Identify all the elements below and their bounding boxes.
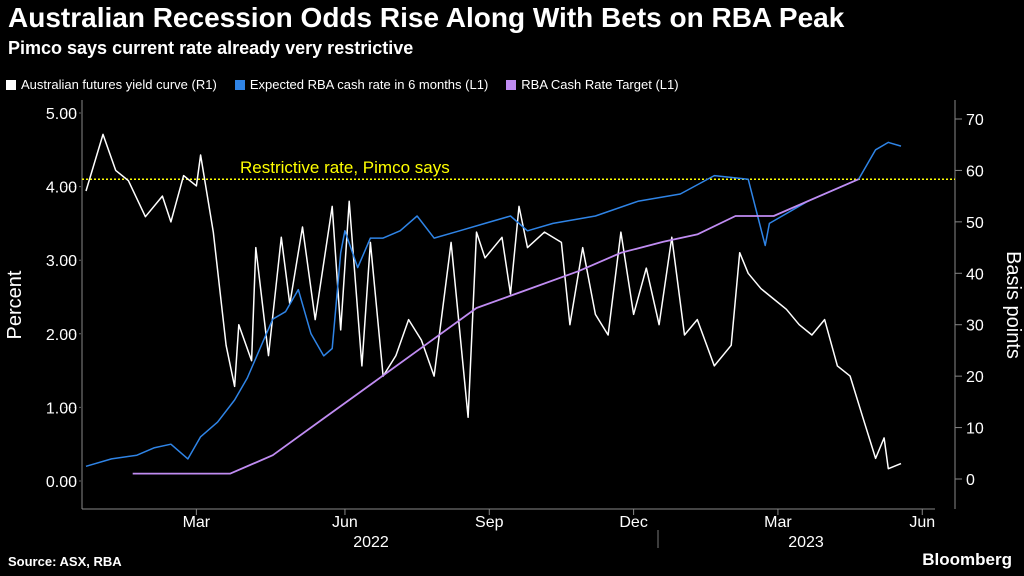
- x-year-label-2023: 2023: [788, 534, 824, 551]
- y-axis-label-left: Percent: [4, 270, 26, 339]
- left-tick-label: 1.00: [46, 400, 77, 417]
- legend-item-cash-rate-target: RBA Cash Rate Target (L1): [506, 77, 679, 92]
- x-tick-label: Sep: [475, 514, 504, 531]
- legend-swatch-expected-rate: [234, 79, 245, 90]
- left-axis-ticks: 0.00 1.00 2.00 3.00 4.00 5.00: [46, 106, 82, 491]
- x-tick-label: Jun: [909, 514, 935, 531]
- series-yield-curve: [85, 133, 902, 470]
- left-tick-label: 2.00: [46, 327, 77, 344]
- legend-label-expected-rate: Expected RBA cash rate in 6 months (L1): [249, 77, 489, 92]
- x-axis-ticks: Mar Jun Sep Dec Mar Jun: [183, 509, 935, 531]
- right-tick-label: 10: [966, 421, 984, 438]
- legend-swatch-yield-curve: [6, 79, 16, 90]
- left-tick-label: 4.00: [46, 180, 77, 197]
- right-tick-label: 0: [966, 472, 975, 489]
- right-tick-label: 40: [966, 266, 984, 283]
- x-tick-label: Dec: [619, 514, 647, 531]
- x-tick-label: Mar: [183, 514, 211, 531]
- right-tick-label: 60: [966, 163, 984, 180]
- bloomberg-logo: Bloomberg: [922, 550, 1012, 569]
- legend-item-yield-curve: Australian futures yield curve (R1): [6, 77, 217, 92]
- legend-label-yield-curve: Australian futures yield curve (R1): [21, 77, 217, 92]
- chart-subtitle: Pimco says current rate already very res…: [8, 38, 414, 58]
- left-tick-label: 3.00: [46, 253, 77, 270]
- source-note: Source: ASX, RBA: [8, 554, 122, 569]
- legend-item-expected-rate: Expected RBA cash rate in 6 months (L1): [234, 77, 489, 92]
- left-tick-label: 5.00: [46, 106, 77, 123]
- right-tick-label: 70: [966, 112, 984, 129]
- x-tick-label: Mar: [764, 514, 792, 531]
- right-tick-label: 50: [966, 215, 984, 232]
- left-tick-label: 0.00: [46, 474, 77, 491]
- series-rba-cash-rate-target: [132, 178, 859, 475]
- chart-title: Australian Recession Odds Rise Along Wit…: [8, 2, 845, 33]
- y-axis-label-right: Basis points: [1002, 251, 1024, 359]
- series-expected-rba-rate: [85, 141, 902, 468]
- restrictive-rate-label: Restrictive rate, Pimco says: [240, 158, 450, 177]
- legend: Australian futures yield curve (R1) Expe…: [6, 77, 679, 92]
- right-tick-label: 30: [966, 318, 984, 335]
- legend-label-cash-rate-target: RBA Cash Rate Target (L1): [521, 77, 679, 92]
- right-axis-ticks: 0 10 20 30 40 50 60 70: [955, 112, 984, 489]
- x-year-label-2022: 2022: [353, 534, 389, 551]
- right-tick-label: 20: [966, 369, 984, 386]
- legend-swatch-cash-rate-target: [506, 79, 517, 90]
- x-tick-label: Jun: [332, 514, 358, 531]
